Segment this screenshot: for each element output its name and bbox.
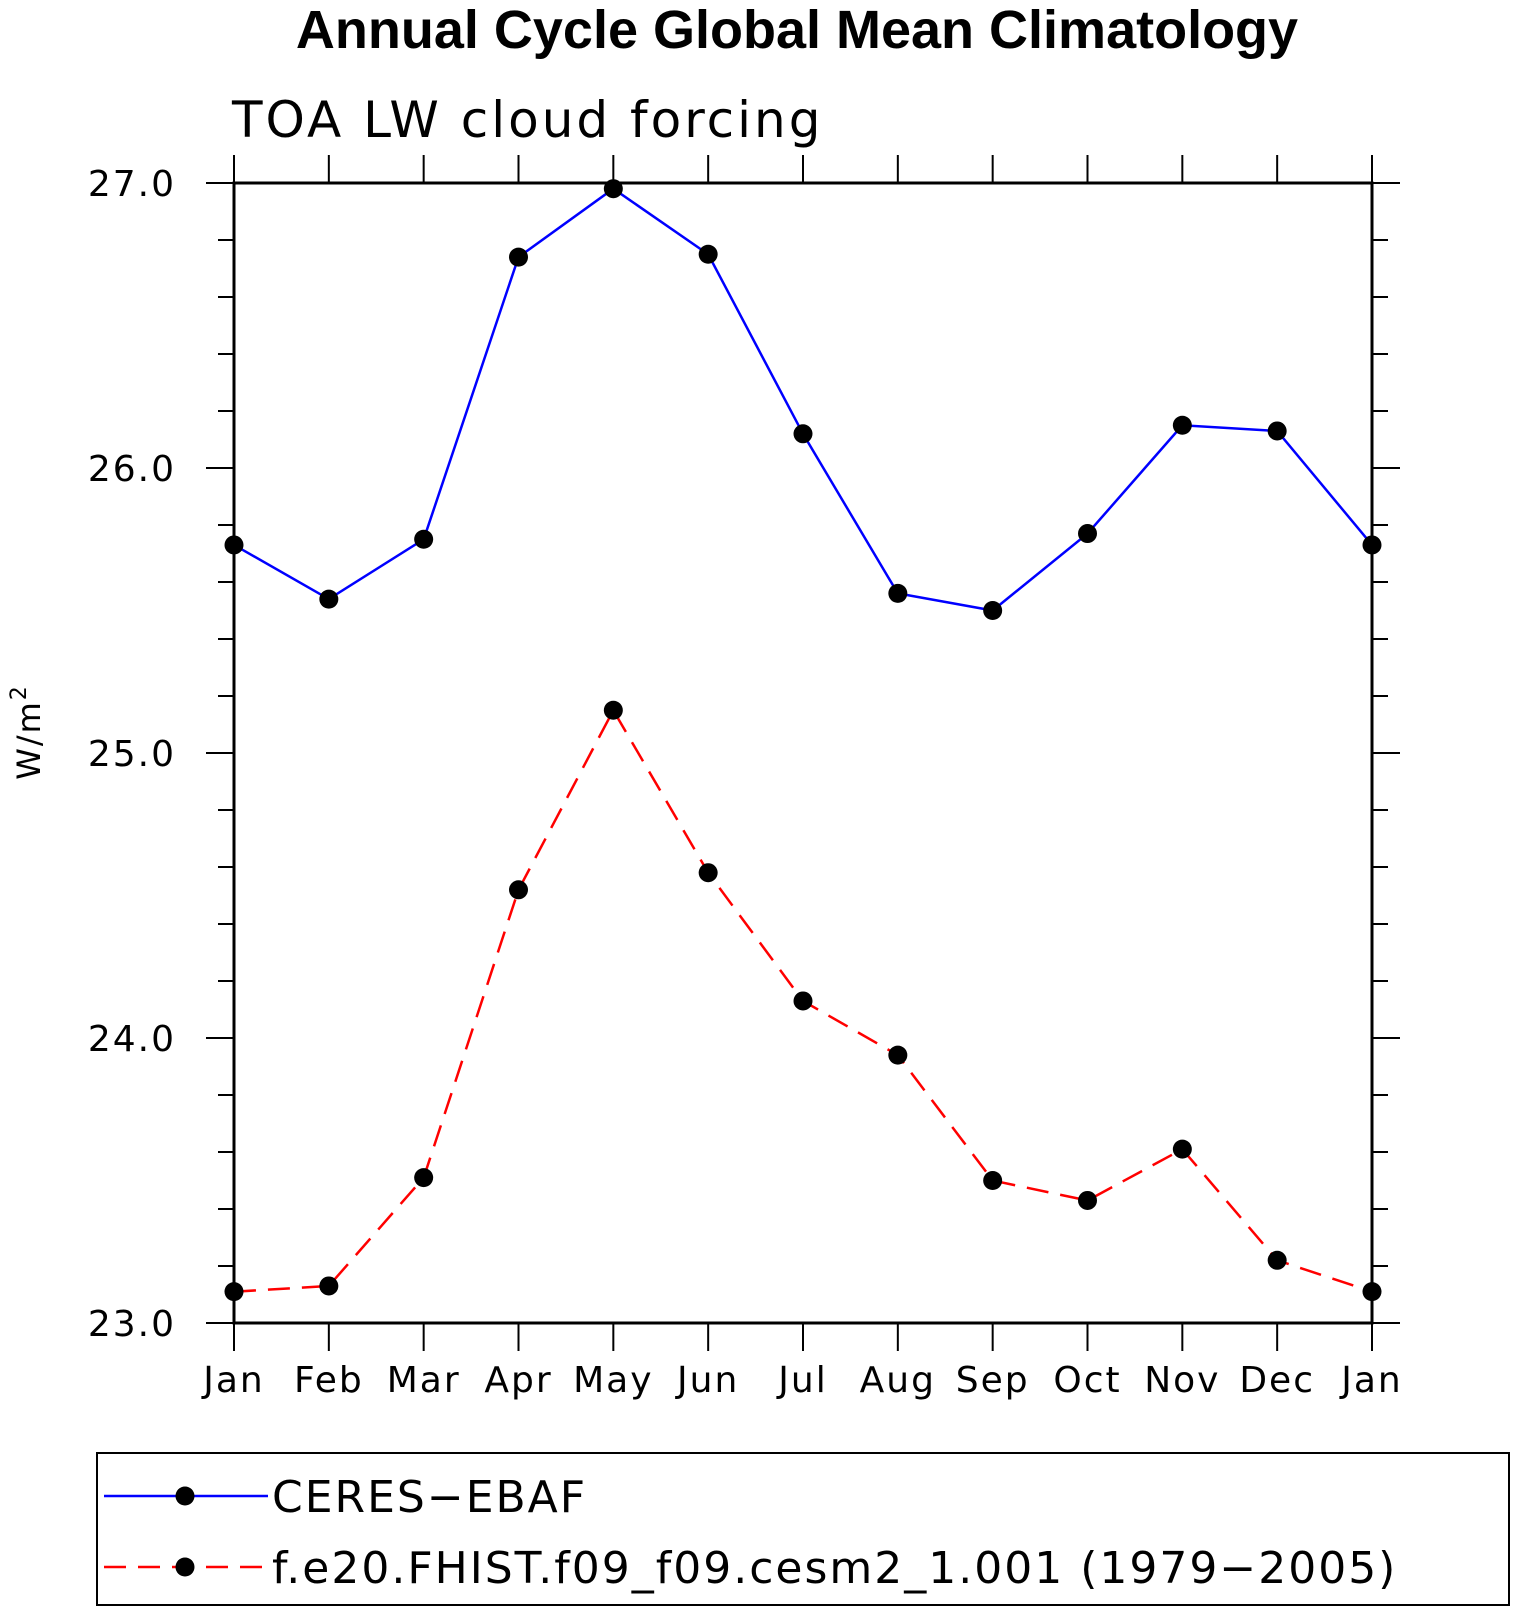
legend-entry-2: f.e20.FHIST.f09_f09.cesm2_1.001 (1979−20… (104, 1543, 1397, 1594)
series-point (1267, 1250, 1287, 1270)
series-point (793, 991, 813, 1011)
x-tick-label: Jun (675, 1360, 739, 1401)
x-tick-label: Feb (294, 1360, 364, 1401)
y-tick-label: 23.0 (88, 1304, 176, 1345)
series-point (509, 247, 528, 267)
y-axis-label-superscript: 2 (7, 684, 32, 700)
series-2 (224, 700, 1382, 1302)
series-point (414, 529, 434, 549)
series-point (603, 179, 623, 199)
series-point (888, 583, 908, 603)
x-axis-tick-labels: Jan Feb Mar Apr May Jun Jul Aug Sep Oct Nov Dec Jan (201, 1360, 1403, 1401)
series-point (1172, 415, 1192, 435)
y-axis-ticks (206, 182, 1400, 1324)
x-tick-label: Aug (860, 1360, 936, 1401)
x-tick-label: Jan (1339, 1360, 1403, 1401)
chart-title: Annual Cycle Global Mean Climatology (296, 0, 1298, 60)
x-tick-label: Apr (484, 1360, 552, 1401)
x-tick-label: Jan (201, 1360, 265, 1401)
x-tick-label: Dec (1239, 1360, 1315, 1401)
series-point (1267, 421, 1287, 441)
series-point (983, 601, 1003, 620)
legend-marker (175, 1557, 195, 1577)
series-point (319, 1276, 339, 1296)
y-axis-tick-labels: 23.0 24.0 25.0 26.0 27.0 (88, 164, 176, 1345)
legend-label: CERES−EBAF (272, 1472, 587, 1523)
series-point (698, 244, 718, 264)
series-point (603, 700, 623, 720)
series-point (414, 1168, 434, 1188)
series-point (983, 1171, 1003, 1190)
chart-subtitle: TOA LW cloud forcing (231, 91, 823, 149)
y-tick-label: 25.0 (88, 734, 176, 775)
svg-text:W/m2: W/m2 (7, 684, 48, 780)
series-point (888, 1045, 908, 1065)
x-tick-label: Jul (776, 1360, 827, 1401)
legend: CERES−EBAF f.e20.FHIST.f09_f09.cesm2_1.00… (96, 1452, 1510, 1606)
series-point (1362, 535, 1382, 555)
series-point (1078, 524, 1097, 544)
series-point (224, 1282, 244, 1302)
series-point (319, 589, 339, 609)
x-tick-label: May (573, 1360, 653, 1401)
series-point (224, 535, 244, 555)
legend-label: f.e20.FHIST.f09_f09.cesm2_1.001 (1979−20… (272, 1543, 1397, 1594)
legend-marker (175, 1486, 195, 1506)
series-layer (224, 179, 1382, 1302)
x-tick-label: Oct (1053, 1360, 1121, 1401)
series-point (1078, 1190, 1097, 1210)
x-axis-ticks (233, 155, 1373, 1351)
y-axis-label-text: W/m (10, 700, 48, 780)
series-point (698, 863, 718, 883)
y-tick-label: 27.0 (88, 164, 176, 205)
series-point (793, 424, 813, 444)
y-tick-label: 26.0 (88, 449, 176, 490)
series-line (233, 187, 1373, 612)
plot-frame (232, 181, 1374, 1325)
y-axis-label: W/m2 (7, 684, 48, 780)
series-1 (224, 179, 1382, 620)
y-tick-label: 24.0 (88, 1019, 176, 1060)
series-point (1172, 1139, 1192, 1159)
x-tick-label: Mar (387, 1360, 461, 1401)
legend-box (96, 1452, 1510, 1606)
series-point (1362, 1282, 1382, 1302)
x-tick-label: Nov (1144, 1360, 1220, 1401)
series-point (509, 880, 528, 900)
x-tick-label: Sep (956, 1360, 1030, 1401)
legend-entry-1: CERES−EBAF (104, 1472, 587, 1523)
